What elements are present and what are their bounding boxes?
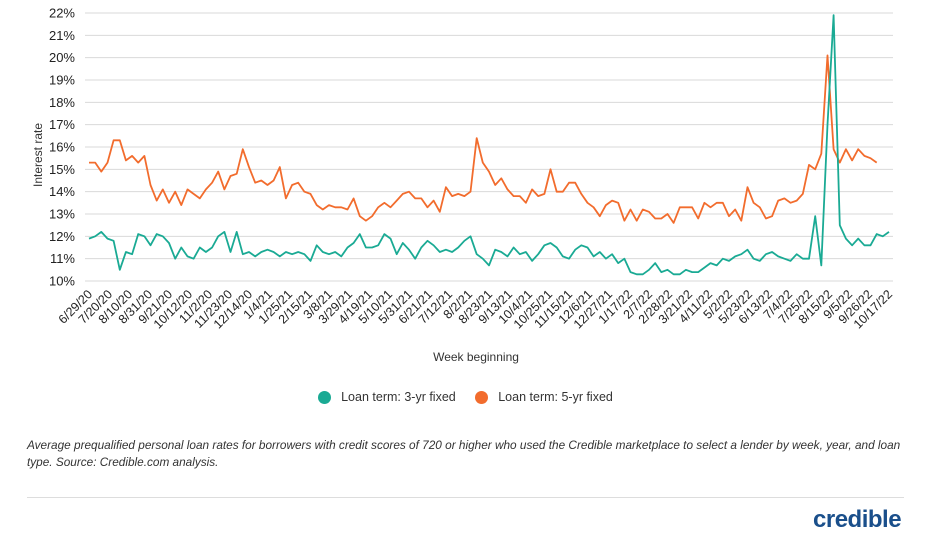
credible-logo: credible	[813, 506, 902, 533]
y-tick-label: 22%	[49, 6, 75, 21]
y-tick-label: 12%	[49, 229, 75, 244]
series-line-3yr	[88, 14, 890, 276]
divider	[27, 497, 904, 498]
legend-label-3yr: Loan term: 3-yr fixed	[341, 390, 456, 404]
y-tick-label: 20%	[49, 50, 75, 65]
legend-item-5yr: Loan term: 5-yr fixed	[475, 390, 613, 404]
y-tick-label: 10%	[49, 274, 75, 289]
y-tick-label: 16%	[49, 140, 75, 155]
legend-marker-5yr	[475, 390, 489, 404]
y-axis-label: Interest rate	[31, 123, 45, 187]
y-tick-label: 21%	[49, 28, 75, 43]
legend-item-3yr: Loan term: 3-yr fixed	[318, 390, 456, 404]
y-tick-label: 13%	[49, 207, 75, 222]
y-tick-label: 17%	[49, 117, 75, 132]
legend-label-5yr: Loan term: 5-yr fixed	[498, 390, 613, 404]
y-tick-label: 19%	[49, 73, 75, 88]
chart-series	[88, 14, 890, 276]
y-tick-label: 14%	[49, 184, 75, 199]
series-line-5yr	[89, 54, 878, 224]
chart-grid	[85, 12, 893, 282]
line-chart: 10%11%12%13%14%15%16%17%18%19%20%21%22% …	[31, 6, 895, 365]
y-axis-ticks: 10% 11% 12% 13% 14% 15% 16% 17% 18% 19% 20% 21% 22%	[49, 6, 75, 289]
x-axis-label: Week beginning	[433, 350, 519, 364]
y-tick-label: 18%	[49, 95, 75, 110]
chart-caption: Average prequalified personal loan rates…	[27, 438, 901, 469]
x-axis-ticks: 6/29/207/20/208/10/208/31/209/21/2010/12…	[56, 287, 895, 331]
y-tick-label: 11%	[50, 251, 75, 266]
legend-marker-3yr	[318, 390, 332, 404]
chart-legend: Loan term: 3-yr fixed Loan term: 5-yr fi…	[0, 390, 931, 407]
y-tick-label: 15%	[49, 162, 75, 177]
